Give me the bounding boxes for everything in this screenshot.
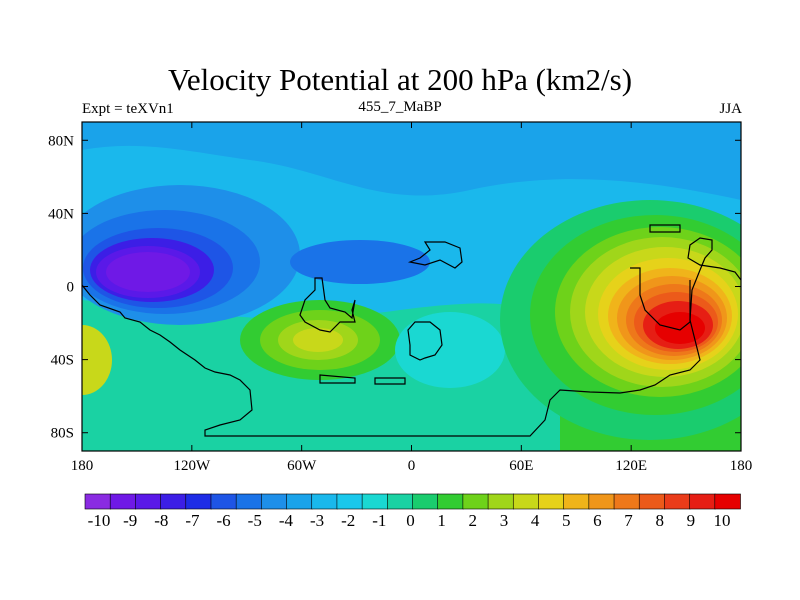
x-tick-label: 180 <box>730 458 753 474</box>
colorbar-swatch <box>160 493 187 510</box>
colorbar-swatch <box>538 493 565 510</box>
coastline-europe <box>407 241 463 269</box>
colorbar-swatch <box>185 493 212 510</box>
y-tick-label: 40N <box>48 206 74 222</box>
colorbar-swatch <box>437 493 464 510</box>
colorbar-label: -2 <box>341 511 355 530</box>
colorbar-label: 9 <box>687 511 696 530</box>
colorbar-swatch <box>664 493 691 510</box>
coastline-island-2 <box>374 377 406 385</box>
experiment-label: Expt = teXVn1 <box>82 101 174 117</box>
colorbar-swatch <box>109 493 137 510</box>
colorbar-label: 4 <box>531 511 540 530</box>
colorbar-label: 8 <box>655 511 664 530</box>
run-label: 455_7_MaBP <box>358 99 442 115</box>
x-tick-label: 180 <box>71 458 94 474</box>
atlantic-negative <box>290 240 430 284</box>
x-tick-label: 120W <box>173 458 211 474</box>
x-tick-label: 60E <box>509 458 533 474</box>
y-tick-label: 80N <box>48 133 74 149</box>
colorbar-label: -1 <box>372 511 386 530</box>
colorbar-swatch <box>286 493 313 510</box>
colorbar-swatch <box>336 493 363 510</box>
colorbar-swatch <box>84 493 111 510</box>
colorbar-swatch <box>714 493 741 510</box>
west-edge-positive <box>82 325 112 395</box>
colorbar-label: 0 <box>406 511 415 530</box>
asian-positive-center <box>500 200 741 440</box>
colorbar-swatch <box>462 493 489 510</box>
colorbar-swatch <box>588 493 615 510</box>
colorbar-label: -9 <box>123 511 137 530</box>
colorbar-swatch <box>210 493 237 510</box>
colorbar-label: -7 <box>185 511 200 530</box>
coastline-island-1 <box>319 374 356 384</box>
colorbar-label: -5 <box>248 511 262 530</box>
y-axis: 80N 40N 0 40S 80S <box>48 133 741 442</box>
colorbar-label: 1 <box>437 511 446 530</box>
colorbar-label: 2 <box>469 511 478 530</box>
colorbar-swatch <box>135 493 162 510</box>
chart-title: Velocity Potential at 200 hPa (km2/s) <box>167 62 633 97</box>
colorbar-label: -3 <box>310 511 324 530</box>
colorbar-swatch <box>487 493 515 510</box>
coastline-asia <box>630 267 691 331</box>
colorbar-swatch <box>311 493 338 510</box>
contour-field <box>82 122 741 451</box>
colorbar-label: -6 <box>217 511 231 530</box>
south-atlantic-patch <box>395 312 505 388</box>
colorbar-label: 5 <box>562 511 571 530</box>
season-label: JJA <box>719 101 742 117</box>
coastline-africa <box>407 321 443 361</box>
x-axis: 180 120W 60W 0 60E 120E 180 <box>71 122 753 474</box>
colorbar-swatch <box>638 493 666 510</box>
colorbar-swatch <box>387 493 414 510</box>
coastline-main <box>82 237 741 437</box>
colorbar-swatch <box>512 493 540 510</box>
colorbar-labels: -10 -9 -8 -7 -6 -5 -4 -3 -2 -1 0 1 2 3 4 5 6 7 8 9 10 <box>88 511 731 530</box>
colorbar-swatch <box>261 493 288 510</box>
coastline-south-america <box>299 277 356 333</box>
x-tick-label: 60W <box>287 458 317 474</box>
colorbar-swatch <box>689 493 716 510</box>
south-america-positive <box>240 300 400 380</box>
colorbar-swatch <box>563 493 590 510</box>
colorbar-label: 6 <box>593 511 602 530</box>
colorbar <box>84 493 741 510</box>
coastline-japan <box>649 224 681 233</box>
colorbar-label: 3 <box>500 511 509 530</box>
field-north-band <box>82 122 741 200</box>
colorbar-swatch <box>412 493 439 510</box>
colorbar-swatch <box>235 493 263 510</box>
y-tick-label: 80S <box>51 426 74 442</box>
colorbar-label: -4 <box>279 511 294 530</box>
y-tick-label: 0 <box>67 280 75 296</box>
y-tick-label: 40S <box>51 353 74 369</box>
pacific-negative-center <box>82 185 300 325</box>
colorbar-label: -8 <box>154 511 168 530</box>
colorbar-label: -10 <box>88 511 111 530</box>
x-tick-label: 0 <box>408 458 416 474</box>
colorbar-label: 7 <box>624 511 633 530</box>
colorbar-label: 10 <box>714 511 731 530</box>
colorbar-swatch <box>361 493 389 510</box>
colorbar-swatch <box>613 493 641 510</box>
coastlines <box>82 224 741 437</box>
x-tick-label: 120E <box>615 458 647 474</box>
